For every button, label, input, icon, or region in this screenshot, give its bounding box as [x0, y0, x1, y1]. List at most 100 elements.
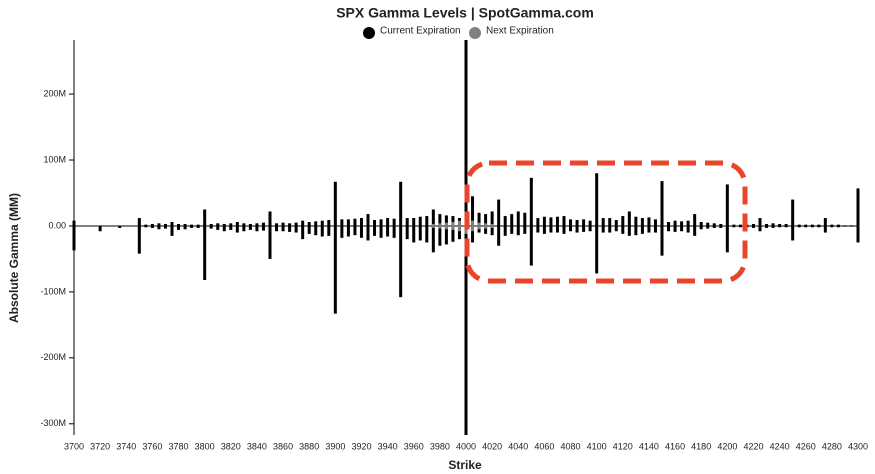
bar: [719, 225, 723, 228]
bar: [72, 220, 76, 226]
x-tick-label: 3940: [378, 441, 398, 451]
bar: [157, 225, 161, 230]
bar: [510, 225, 514, 234]
y-tick-label: 200M: [43, 88, 66, 98]
bar: [359, 225, 363, 238]
legend-marker[interactable]: [363, 27, 375, 39]
bar: [719, 223, 723, 226]
bar: [503, 225, 507, 236]
bar: [575, 220, 579, 226]
bar: [444, 222, 448, 226]
bar: [843, 225, 847, 226]
x-tick-label: 3760: [142, 441, 162, 451]
bar: [856, 188, 860, 226]
bar: [699, 222, 703, 226]
x-tick-label: 3880: [299, 441, 319, 451]
bar: [216, 225, 220, 230]
bar: [778, 223, 782, 226]
x-tick-label: 3740: [116, 441, 136, 451]
bar: [170, 225, 174, 236]
bar: [516, 211, 520, 226]
bar: [569, 225, 573, 232]
bar: [817, 224, 821, 226]
bar: [823, 218, 827, 226]
bar: [314, 225, 318, 236]
bar: [542, 216, 546, 226]
x-tick-label: 3820: [221, 441, 241, 451]
bar: [680, 225, 684, 232]
bar: [582, 225, 586, 232]
y-axis-label: Absolute Gamma (MM): [7, 193, 21, 323]
bar: [386, 225, 390, 237]
bar: [301, 220, 305, 226]
x-tick-label: 4280: [822, 441, 842, 451]
legend-label[interactable]: Current Expiration: [380, 26, 461, 37]
bar: [451, 222, 455, 226]
bar: [608, 225, 612, 233]
bar: [804, 224, 808, 226]
bar: [281, 225, 285, 232]
bar: [849, 225, 853, 226]
x-tick-label: 3780: [169, 441, 189, 451]
bar: [451, 225, 455, 242]
bar: [268, 225, 272, 259]
bar: [392, 225, 396, 238]
bar: [536, 225, 540, 233]
bar: [686, 220, 690, 226]
bar: [209, 223, 213, 226]
bar: [451, 216, 455, 226]
bar: [288, 225, 292, 232]
bar: [608, 218, 612, 226]
bar: [490, 223, 494, 226]
bar: [836, 224, 840, 226]
bar: [288, 223, 292, 226]
bar: [471, 225, 475, 232]
bar: [366, 225, 370, 241]
bar: [660, 225, 664, 256]
bar: [222, 225, 226, 232]
bar: [150, 225, 154, 228]
bar: [163, 225, 167, 229]
bar: [464, 225, 468, 234]
x-tick-label: 4040: [508, 441, 528, 451]
bar: [817, 225, 821, 228]
bar: [118, 225, 122, 228]
bar: [457, 220, 461, 226]
bar: [255, 225, 259, 232]
x-tick-label: 4100: [587, 441, 607, 451]
bar: [144, 224, 148, 226]
bar: [712, 225, 716, 228]
bar: [797, 225, 801, 228]
legend-marker[interactable]: [469, 27, 481, 39]
bar: [471, 220, 475, 226]
bar: [248, 225, 252, 230]
bar: [242, 225, 246, 232]
bar: [595, 173, 599, 226]
bar: [477, 212, 481, 226]
bar: [830, 224, 834, 226]
bar: [765, 223, 769, 226]
bar: [686, 225, 690, 233]
bar: [791, 199, 795, 226]
bar: [562, 225, 566, 234]
bar: [667, 225, 671, 232]
bar: [444, 215, 448, 226]
x-axis-label: Strike: [448, 458, 482, 472]
bar: [536, 218, 540, 226]
bar: [523, 225, 527, 234]
legend-label[interactable]: Next Expiration: [486, 26, 554, 37]
axes: -300M -200M -100M 0.00 100M 200M 3700 3720 3740 3…: [40, 40, 868, 451]
bar: [261, 225, 265, 231]
bar: [516, 225, 520, 236]
bar: [255, 223, 259, 226]
bar: [712, 223, 716, 226]
bar: [477, 225, 481, 230]
bar: [660, 181, 664, 226]
x-tick-label: 4080: [561, 441, 581, 451]
bar: [183, 225, 187, 230]
bar: [804, 225, 808, 228]
x-tick-label: 4200: [717, 441, 737, 451]
bar: [464, 225, 468, 435]
bar: [170, 222, 174, 226]
bar: [732, 224, 736, 226]
